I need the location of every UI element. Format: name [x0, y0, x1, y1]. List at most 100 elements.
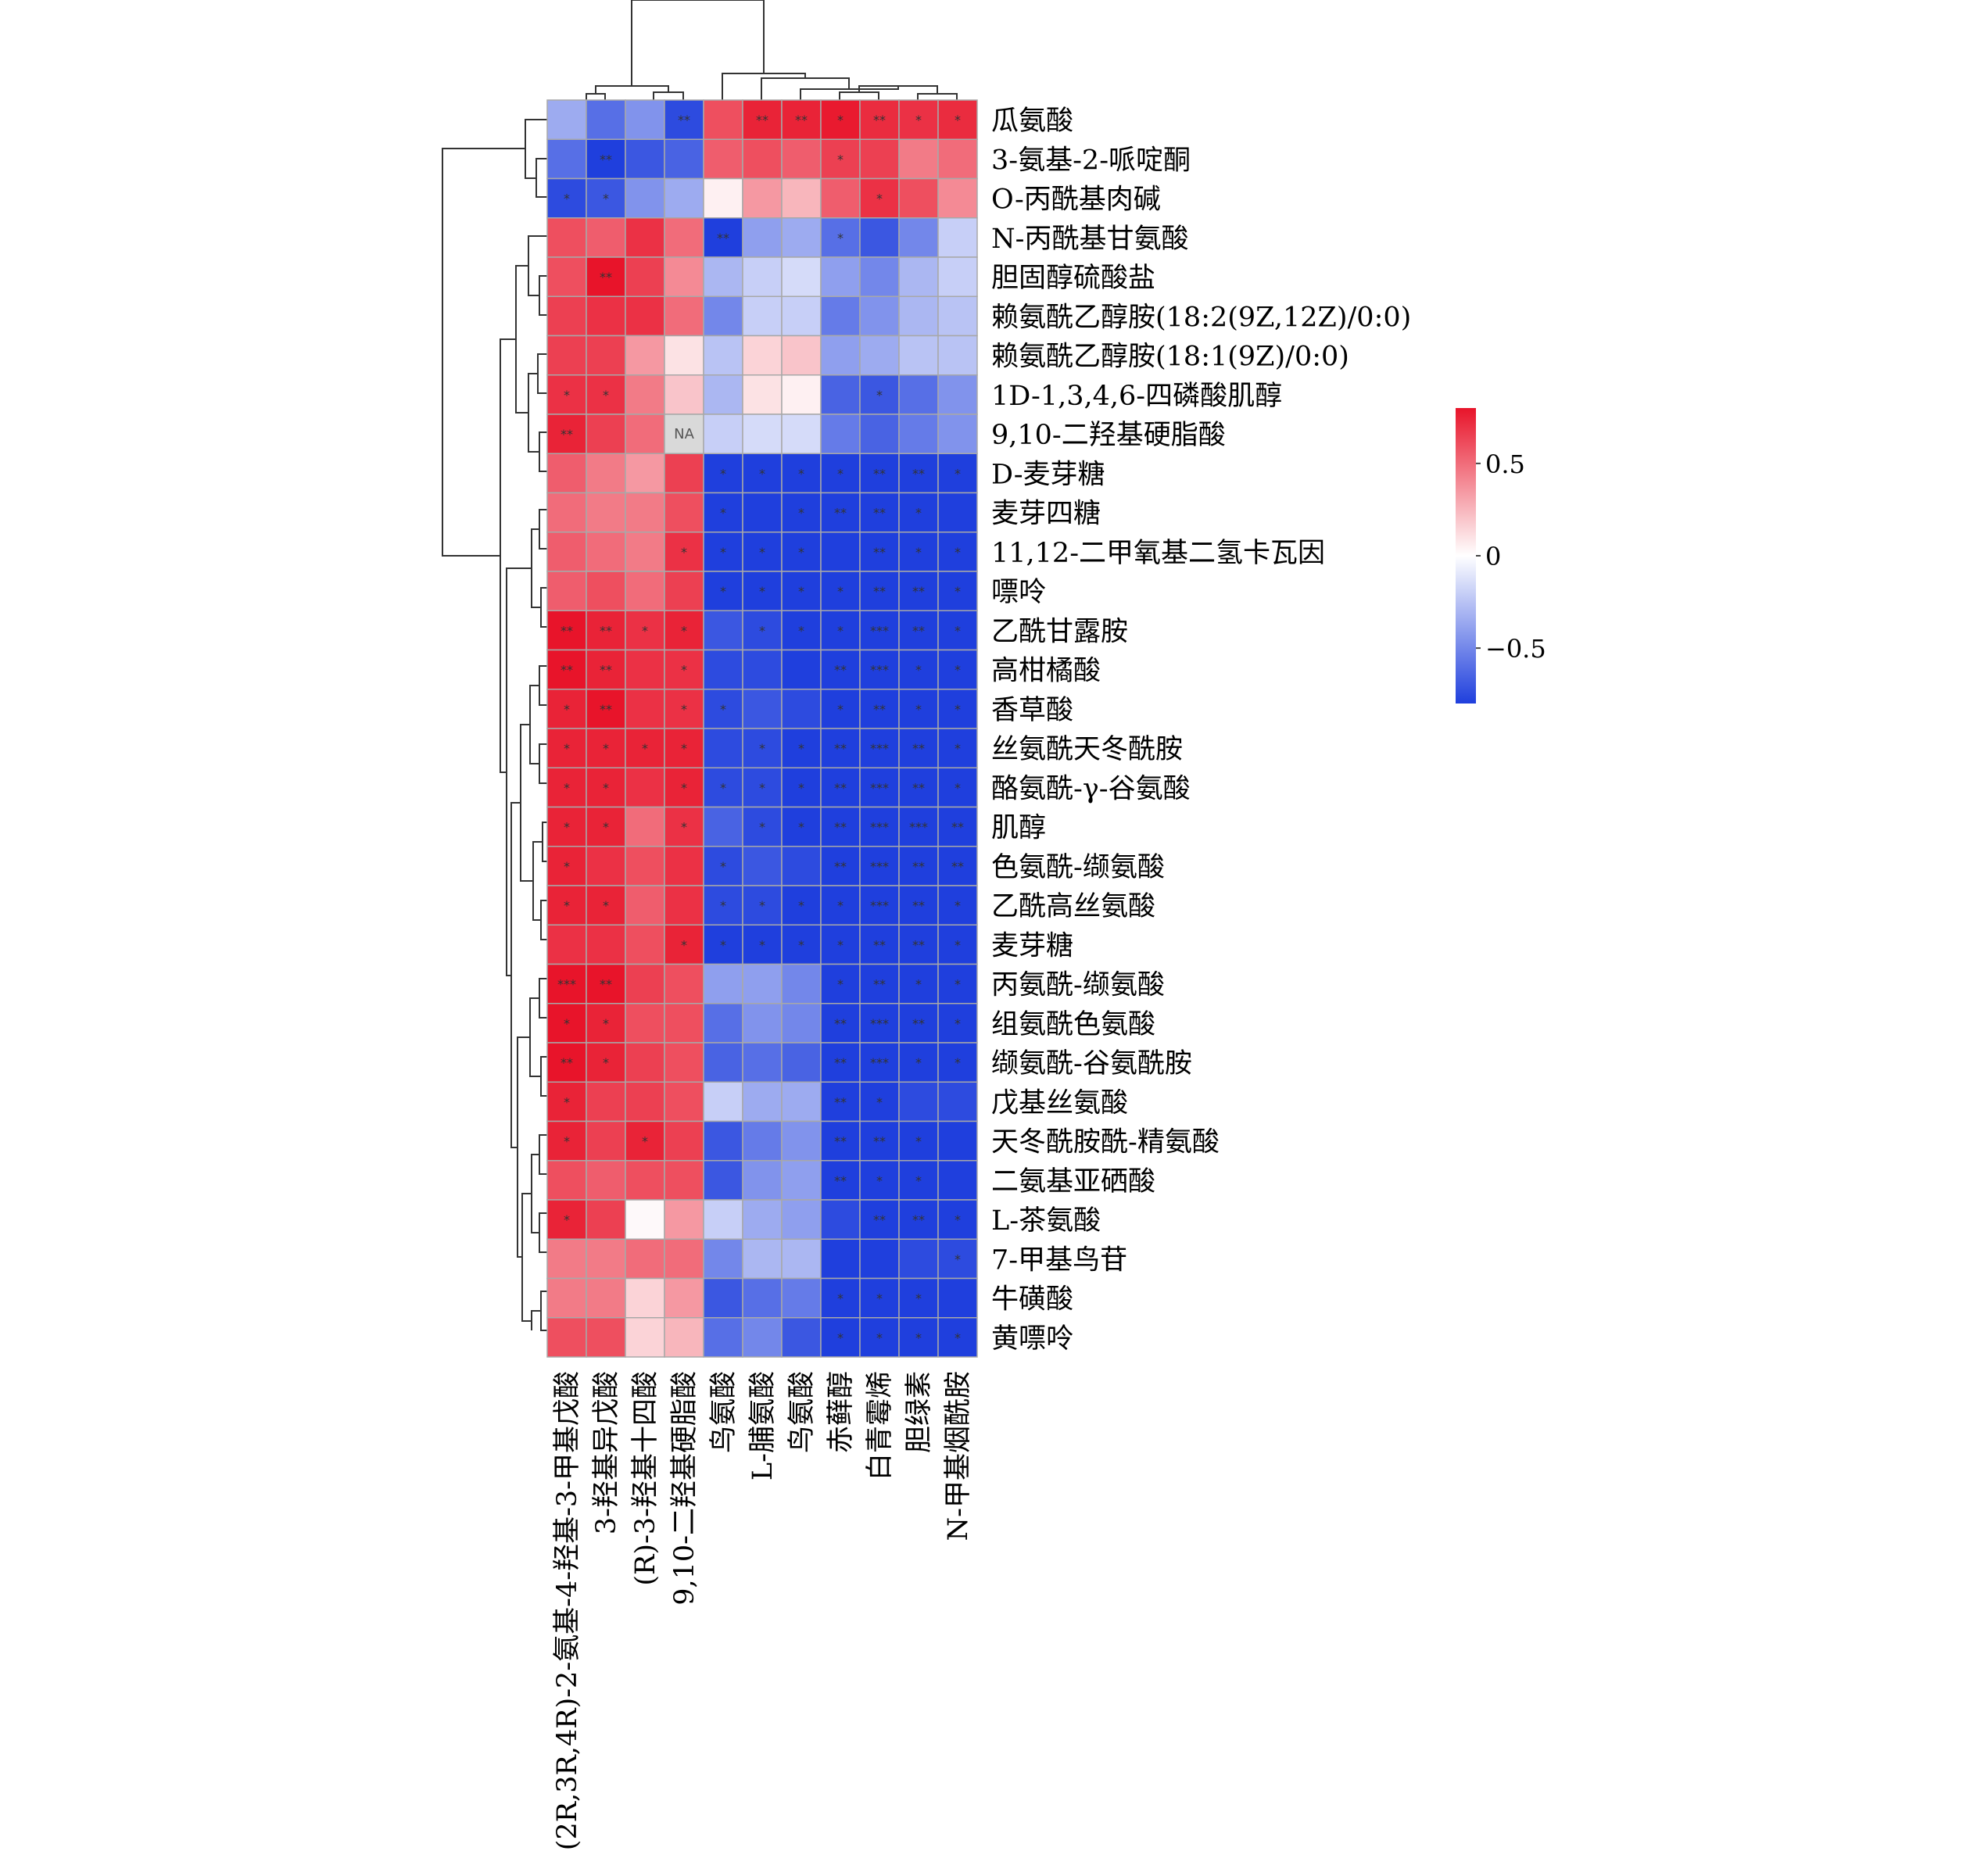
heatmap-cell	[937, 963, 978, 1004]
heatmap-cell	[742, 177, 783, 219]
heatmap-cell	[742, 138, 783, 180]
significance-marker: **	[795, 113, 808, 127]
heatmap-cell	[742, 728, 783, 768]
heatmap-cell	[898, 1120, 939, 1162]
heatmap-cell	[820, 335, 861, 376]
heatmap-cell	[781, 374, 822, 415]
row-dendro-link	[539, 275, 547, 316]
heatmap-cell	[586, 1317, 626, 1358]
heatmap-cell	[937, 453, 978, 494]
heatmap-cell	[742, 1160, 783, 1201]
heatmap-cell	[586, 649, 626, 690]
significance-marker: **	[834, 780, 847, 795]
row-label: 1D-1,3,4,6-四磷酸肌醇	[991, 381, 1282, 412]
significance-marker: *	[681, 702, 687, 717]
significance-marker: *	[642, 623, 648, 638]
heatmap-cell	[820, 924, 861, 965]
heatmap-cell	[742, 414, 783, 454]
significance-marker: *	[955, 898, 961, 913]
heatmap-cell	[898, 1003, 939, 1044]
heatmap-cell	[781, 1160, 822, 1201]
heatmap-cell	[625, 924, 665, 965]
heatmap-cell	[625, 806, 665, 847]
colorbar-tick-label: 0	[1485, 542, 1501, 571]
heatmap-cell	[742, 1120, 783, 1162]
heatmap-cell	[586, 846, 626, 886]
heatmap-cell	[937, 374, 978, 415]
heatmap-cell	[859, 374, 900, 415]
significance-marker: **	[912, 780, 925, 795]
significance-marker: *	[759, 780, 765, 795]
heatmap-cell	[742, 374, 783, 415]
significance-marker: **	[834, 820, 847, 835]
heatmap-cell	[937, 1120, 978, 1162]
row-dendro-link	[535, 158, 547, 198]
heatmap-cell	[937, 1238, 978, 1280]
significance-marker: *	[720, 506, 726, 521]
heatmap-cell	[859, 414, 900, 454]
heatmap-cell	[703, 138, 743, 180]
heatmap-cell	[937, 492, 978, 533]
row-dendro-link	[539, 1212, 547, 1253]
heatmap-cell	[625, 963, 665, 1004]
row-label: 9,10-二羟基硬脂酸	[991, 420, 1226, 451]
significance-marker: *	[955, 977, 961, 992]
heatmap-cell	[625, 689, 665, 729]
heatmap-cell	[898, 610, 939, 651]
heatmap-cell	[703, 295, 743, 337]
heatmap-cell	[859, 1199, 900, 1240]
heatmap-cell	[937, 1317, 978, 1358]
heatmap-cell	[664, 295, 704, 337]
heatmap-cell	[859, 1081, 900, 1122]
heatmap-cell	[820, 374, 861, 415]
heatmap-cell	[586, 610, 626, 651]
heatmap-cell	[898, 885, 939, 925]
significance-marker: *	[798, 898, 804, 913]
significance-marker: **	[912, 1212, 925, 1227]
significance-marker: **	[912, 741, 925, 756]
significance-marker: *	[603, 780, 609, 795]
significance-marker: **	[561, 663, 573, 678]
heatmap-cell	[625, 335, 665, 376]
row-dendro-link	[537, 353, 547, 394]
heatmap-cell	[898, 532, 939, 572]
heatmap-cell	[898, 374, 939, 415]
significance-marker: *	[798, 741, 804, 756]
col-dendro-link	[586, 93, 606, 100]
significance-marker: *	[915, 1291, 922, 1306]
significance-marker: *	[955, 1016, 961, 1031]
heatmap-cell	[625, 414, 665, 454]
heatmap-cell	[859, 610, 900, 651]
heatmap-cell	[859, 649, 900, 690]
heatmap-cell	[625, 1081, 665, 1122]
row-dendro-link	[531, 1310, 541, 1330]
significance-marker: *	[603, 820, 609, 835]
column-dendrogram	[586, 0, 958, 100]
row-dendrogram	[442, 119, 547, 1331]
heatmap-cell	[625, 1238, 665, 1280]
heatmap-cell	[781, 1199, 822, 1240]
significance-marker: *	[955, 623, 961, 638]
significance-marker: *	[955, 702, 961, 717]
significance-marker: **	[600, 623, 612, 638]
heatmap-cell	[546, 1160, 587, 1201]
significance-marker: *	[876, 388, 883, 403]
row-dendro-link	[540, 1291, 547, 1331]
heatmap-cell	[859, 963, 900, 1004]
heatmap-cell	[586, 1120, 626, 1162]
heatmap-cell	[898, 728, 939, 768]
significance-marker: *	[681, 623, 687, 638]
heatmap-cell	[703, 689, 743, 729]
heatmap-cell	[898, 177, 939, 219]
heatmap-cell	[586, 453, 626, 494]
heatmap-cell	[586, 571, 626, 611]
significance-marker: *	[955, 1330, 961, 1345]
significance-marker: *	[681, 820, 687, 835]
significance-marker: *	[759, 545, 765, 560]
significance-marker: **	[756, 113, 768, 127]
heatmap-cell	[898, 649, 939, 690]
significance-marker: *	[837, 898, 844, 913]
column-label: 鸟氨酸	[786, 1371, 818, 1453]
heatmap-cell	[820, 414, 861, 454]
heatmap-cell	[703, 728, 743, 768]
